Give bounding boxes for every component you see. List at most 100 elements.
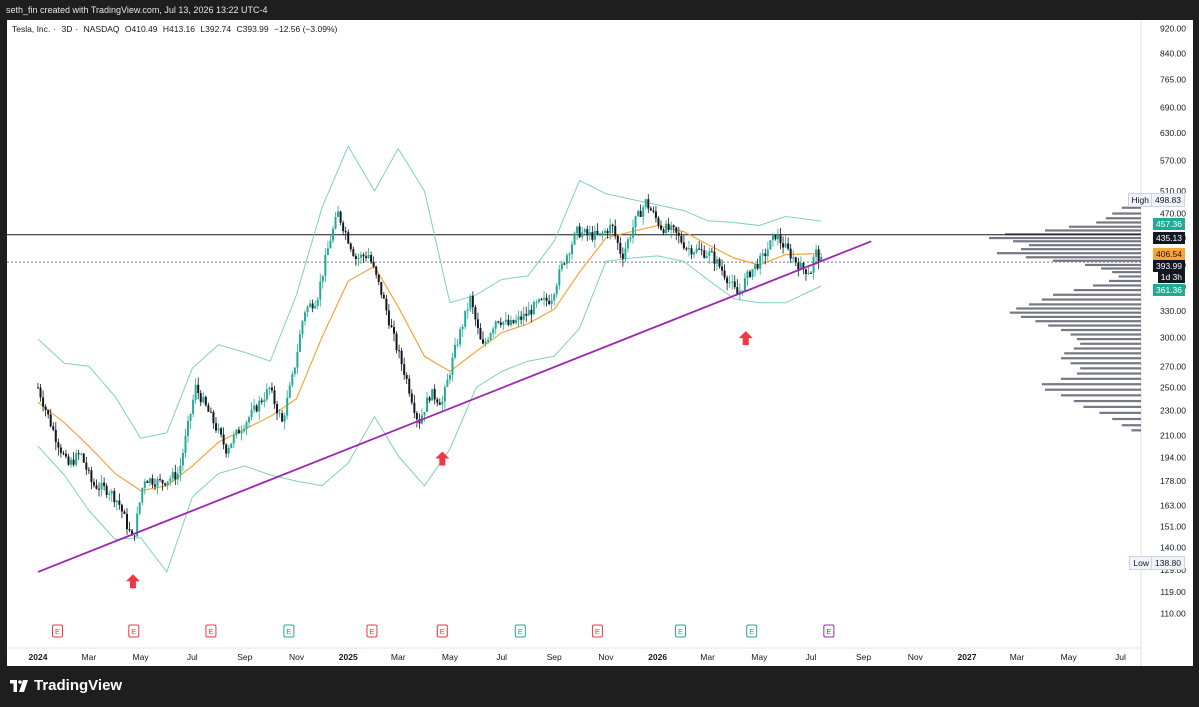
volume-profile-bar [1080, 367, 1141, 370]
candle-body [667, 223, 670, 230]
candle-body [47, 410, 50, 415]
support-arrow-icon [435, 451, 450, 466]
candle-body [766, 249, 769, 257]
candle-body [746, 271, 749, 279]
x-tick-label: Jul [806, 652, 817, 662]
earnings-marker-icon [436, 624, 448, 638]
candle-body [171, 472, 174, 479]
candle-body [179, 465, 182, 474]
candle-body [270, 387, 273, 391]
candle-body [456, 344, 459, 346]
candle-body [113, 491, 116, 503]
candle-body [273, 390, 276, 405]
candle-body [49, 414, 52, 427]
candle-body [820, 256, 823, 262]
last-price-label: 393.99 [1153, 260, 1185, 272]
candle-body [754, 264, 757, 270]
earnings-marker-icon [205, 624, 217, 638]
candle-body [138, 502, 141, 514]
candle-body [792, 257, 795, 259]
candle-body [331, 228, 334, 241]
symbol-legend[interactable]: Tesla, Inc. · 3D · NASDAQ O410.49 H413.16 … [12, 24, 338, 34]
ohlc-high: H413.16 [162, 24, 196, 34]
candle-body [110, 491, 113, 494]
candle-body [731, 281, 734, 283]
candle-body [237, 429, 240, 434]
candle-body [337, 211, 340, 217]
volume-profile-bar [1077, 372, 1141, 375]
candle-body [428, 397, 431, 401]
candle-body [75, 453, 78, 465]
x-tick-label: Sep [856, 652, 871, 662]
candle-body [253, 405, 256, 410]
candle-body [192, 399, 195, 414]
volume-profile-bar [1099, 411, 1141, 414]
candle-body [199, 393, 202, 403]
candle-body [807, 272, 810, 274]
volume-profile-bar [1080, 342, 1141, 345]
candle-body [593, 230, 596, 240]
candle-body [573, 233, 576, 245]
earnings-marker-icon [675, 624, 687, 638]
candle-body [817, 249, 820, 262]
candle-body [209, 411, 212, 413]
candle-body [441, 401, 444, 405]
candle-body [779, 235, 782, 244]
candle-body [212, 411, 215, 424]
candle-body [235, 429, 238, 436]
earnings-marker-icon [128, 624, 140, 638]
candle-body [159, 479, 162, 481]
volume-profile-bar [989, 236, 1141, 240]
tradingview-logo[interactable]: TradingView [10, 677, 122, 694]
candle-body [143, 481, 146, 488]
y-tick-label: 250.00 [1160, 382, 1186, 392]
high-value-label: 498.83 [1151, 193, 1185, 207]
chart-canvas[interactable]: E E E E E E E E E E E 920.00 840.00 765.00 690.00 630.0… [7, 20, 1193, 666]
candle-body [174, 472, 177, 480]
candle-body [662, 229, 665, 234]
candle-body [497, 321, 500, 323]
candle-body [644, 199, 647, 208]
candle-body [794, 257, 797, 263]
y-tick-label: 510.00 [1160, 186, 1186, 196]
chart-panel[interactable]: E E E E E E E E E E E 920.00 840.00 765.00 690.00 630.0… [7, 20, 1193, 666]
y-tick-label: 163.00 [1160, 500, 1186, 510]
candle-body [451, 357, 454, 376]
candle-body [649, 208, 652, 211]
candle-body [581, 232, 584, 238]
candle-body [296, 351, 299, 368]
symbol-interval[interactable]: 3D [61, 24, 73, 34]
earnings-marker-label: E [208, 627, 213, 636]
candle-body [380, 281, 383, 295]
candle-body [466, 309, 469, 311]
symbol-name[interactable]: Tesla, Inc. [12, 24, 51, 34]
candle-body [654, 211, 657, 219]
earnings-marker-label: E [678, 627, 683, 636]
candle-body [393, 327, 396, 334]
candle-body [565, 255, 568, 264]
candle-body [260, 400, 263, 403]
candle-body [242, 429, 245, 432]
candle-body [774, 234, 777, 240]
candle-body [713, 251, 716, 264]
candle-body [789, 248, 792, 259]
candle-body [728, 282, 731, 284]
candle-body [349, 243, 352, 250]
earnings-marker-icon [514, 624, 526, 638]
candle-body [596, 230, 599, 234]
candle-body [522, 313, 525, 320]
y-tick-label: 630.00 [1160, 128, 1186, 138]
y-tick-label: 330.00 [1160, 306, 1186, 316]
candle-body [161, 480, 164, 484]
candle-body [637, 211, 640, 217]
volume-profile-bar [1061, 328, 1141, 332]
high-tag: High [1127, 193, 1153, 207]
y-tick-label: 140.00 [1160, 542, 1186, 552]
x-tick-label: 2027 [958, 652, 977, 662]
candle-body [184, 435, 187, 453]
candle-body [220, 428, 223, 435]
candle-body [108, 493, 111, 495]
candle-body [367, 254, 370, 258]
candle-body [761, 253, 764, 256]
candle-body [670, 225, 673, 230]
